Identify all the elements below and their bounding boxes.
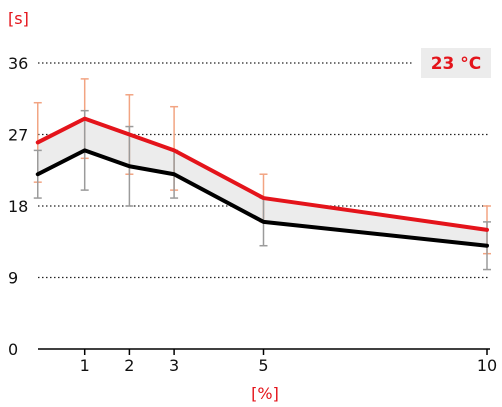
- x-tick-label-2: 2: [124, 356, 134, 375]
- y-tick-label-9: 9: [8, 269, 18, 288]
- temperature-badge-bg: [421, 48, 491, 78]
- series-line-red: [35, 116, 489, 232]
- y-tick-label-0: 0: [8, 340, 18, 359]
- x-tick-label-3: 3: [169, 356, 179, 375]
- series-lines: [35, 116, 489, 248]
- temperature-badge-label: 23 °C: [431, 54, 482, 74]
- gridlines: 0 9 18 27 36: [8, 54, 490, 359]
- y-axis-unit-label: [s]: [8, 9, 29, 28]
- series-line-black: [35, 148, 489, 248]
- y-tick-label-27: 27: [8, 126, 28, 145]
- x-axis-unit-label: [%]: [251, 384, 279, 403]
- x-tick-label-1: 1: [80, 356, 90, 375]
- x-tick-label-5: 5: [258, 356, 268, 375]
- error-bars: [33, 78, 491, 271]
- y-tick-label-18: 18: [8, 197, 28, 216]
- y-tick-label-36: 36: [8, 54, 28, 73]
- series-gap-band: [37, 118, 487, 246]
- temperature-badge: 23 °C: [421, 48, 491, 78]
- axes: 1 2 3 5 10: [38, 348, 497, 375]
- x-tick-label-10: 10: [477, 356, 497, 375]
